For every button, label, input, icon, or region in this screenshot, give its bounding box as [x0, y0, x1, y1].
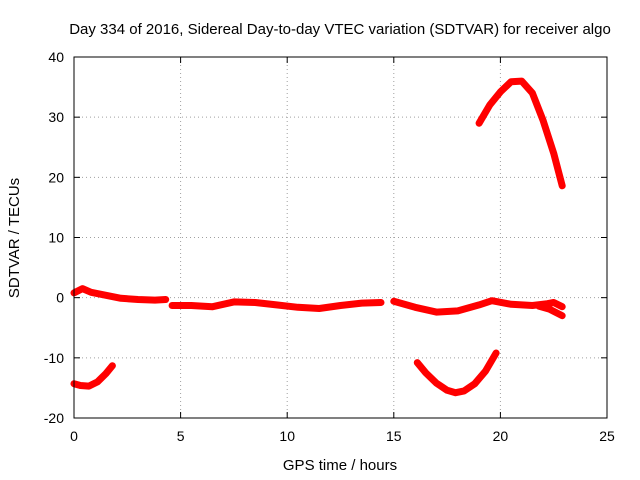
- data-series: [70, 77, 566, 397]
- y-axis-label: SDTVAR / TECUs: [6, 178, 23, 298]
- series-arc-evening: [413, 349, 500, 397]
- chart-title: Day 334 of 2016, Sidereal Day-to-day VTE…: [69, 21, 611, 38]
- series-main-band-a: [70, 285, 170, 304]
- y-tick-label: -20: [44, 410, 64, 426]
- series-main-band-c: [390, 297, 566, 316]
- y-tick-label: -10: [44, 350, 64, 366]
- axis-ticks: 0 5 10 15 20 25 -20 -10 0 10 20 30 40: [44, 49, 615, 444]
- y-tick-label: 20: [48, 169, 64, 185]
- series-arc-late: [475, 77, 566, 190]
- y-tick-label: 30: [48, 109, 64, 125]
- x-tick-label: 5: [177, 428, 185, 444]
- x-tick-label: 10: [279, 428, 295, 444]
- plot-frame: [73, 56, 608, 419]
- y-tick-label: 10: [48, 230, 64, 246]
- x-tick-label: 0: [70, 428, 78, 444]
- x-tick-label: 15: [386, 428, 402, 444]
- series-main-band-d: [535, 302, 566, 320]
- grid: [74, 57, 607, 418]
- y-tick-label: 40: [48, 49, 64, 65]
- x-axis-label: GPS time / hours: [283, 457, 397, 474]
- series-arc-early: [70, 362, 116, 390]
- series-main-band-b: [168, 298, 385, 312]
- x-tick-label: 20: [493, 428, 509, 444]
- y-tick-label: 0: [56, 290, 64, 306]
- x-tick-label: 25: [599, 428, 615, 444]
